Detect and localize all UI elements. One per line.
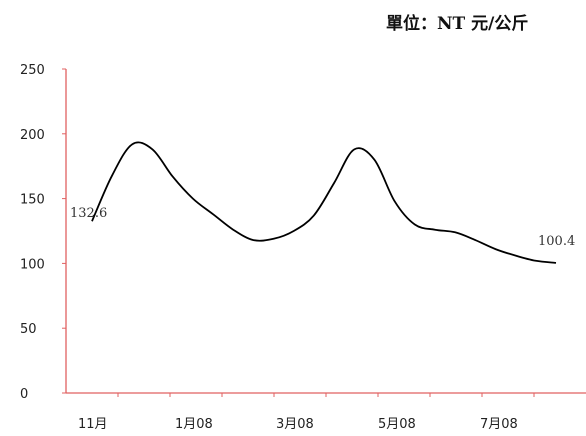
- axes: [65, 69, 586, 394]
- unit-label: 單位：NT 元/公斤: [386, 13, 528, 34]
- series-line: [91, 141, 557, 264]
- y-tick-label: 50: [20, 322, 37, 337]
- x-axis-ticks: 11月 1月08 3月08 5月08 7月08: [78, 393, 535, 432]
- data-labels: 132.6 100.4: [70, 206, 575, 249]
- y-tick-label: 150: [20, 193, 45, 208]
- x-tick-label: 11月: [78, 417, 108, 432]
- x-tick-label: 5月08: [378, 417, 416, 432]
- x-tick-label: 7月08: [480, 417, 518, 432]
- series-layer: [91, 141, 557, 264]
- x-tick-label: 3月08: [276, 417, 314, 432]
- y-axis-ticks: 0 50 100 150 200 250: [20, 63, 66, 402]
- y-tick-label: 100: [20, 257, 45, 272]
- y-tick-label: 250: [20, 63, 45, 78]
- y-tick-label: 0: [20, 387, 28, 402]
- x-tick-label: 1月08: [175, 417, 213, 432]
- data-label: 132.6: [70, 206, 107, 221]
- data-label: 100.4: [538, 234, 575, 249]
- y-tick-label: 200: [20, 128, 45, 143]
